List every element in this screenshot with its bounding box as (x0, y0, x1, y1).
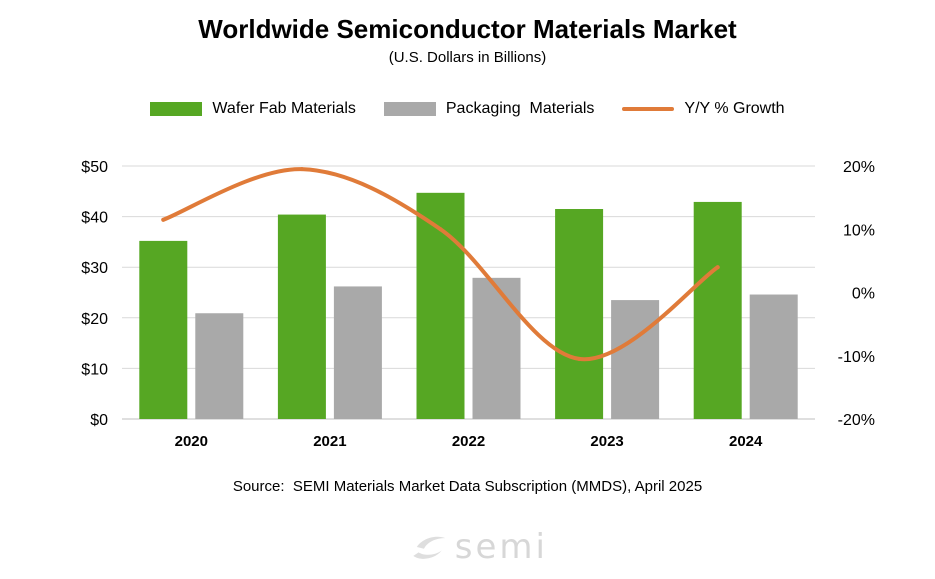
semi-logo: semi (408, 524, 548, 570)
y-tick-label: $20 (81, 311, 108, 328)
x-tick-label: 2024 (729, 433, 763, 450)
legend-item-packaging: Packaging Materials (383, 100, 595, 118)
legend-item-growth: Y/Y % Growth (622, 100, 785, 118)
y-tick-label: $0 (90, 412, 108, 429)
chart-subtitle: (U.S. Dollars in Billions) (388, 49, 547, 66)
y2-tick-label: 0% (852, 286, 875, 303)
y2-tick-label: 20% (843, 159, 875, 176)
source-note: Source: SEMI Materials Market Data Subsc… (232, 478, 703, 495)
legend-item-wafer: Wafer Fab Materials (150, 100, 356, 118)
chart-legend: Wafer Fab Materials Packaging Materials … (0, 98, 935, 120)
bar-wafer-2020 (139, 240, 188, 419)
growth-point-2020 (161, 217, 166, 222)
growth-line (161, 167, 720, 361)
bar-packaging-2020 (195, 313, 244, 419)
semi-swoosh-icon (413, 536, 446, 559)
growth-point-2022 (438, 227, 443, 232)
legend-swatch-wafer (150, 102, 203, 116)
x-tick-label: 2023 (590, 433, 623, 450)
chart-plot: $0 $10 $20 $30 $40 $50 -20% -10% 0% 10% 20% 2020 202… (81, 159, 875, 450)
legend-label-growth: Y/Y % Growth (684, 100, 785, 117)
y-tick-label: $40 (81, 210, 108, 227)
x-tick-label: 2021 (313, 433, 346, 450)
bar-packaging-2023 (611, 300, 660, 419)
bar-packaging-2022 (472, 277, 521, 419)
legend-swatch-growth (622, 107, 675, 111)
y-tick-label: $30 (81, 260, 108, 277)
growth-point-2024 (715, 265, 720, 270)
y2-tick-label: -10% (838, 349, 875, 366)
growth-point-2023 (577, 356, 582, 361)
semi-logo-text: semi (454, 527, 548, 567)
legend-label-wafer: Wafer Fab Materials (212, 100, 356, 117)
x-tick-label: 2022 (452, 433, 485, 450)
growth-point-2021 (299, 167, 304, 172)
legend-swatch-packaging (383, 102, 436, 116)
y-tick-label: $10 (81, 361, 108, 378)
bar-wafer-2024 (693, 201, 742, 419)
bar-wafer-2021 (277, 214, 326, 419)
bar-wafer-2023 (555, 209, 604, 419)
bar-wafer-2022 (416, 192, 465, 419)
y2-tick-label: 10% (843, 222, 875, 239)
y2-tick-label: -20% (838, 412, 875, 429)
y-tick-label: $50 (81, 159, 108, 176)
bar-packaging-2024 (749, 294, 798, 419)
legend-label-packaging: Packaging Materials (445, 100, 595, 117)
chart-title: Worldwide Semiconductor Materials Market (198, 14, 737, 44)
bar-packaging-2021 (333, 286, 382, 419)
x-tick-label: 2020 (175, 433, 208, 450)
